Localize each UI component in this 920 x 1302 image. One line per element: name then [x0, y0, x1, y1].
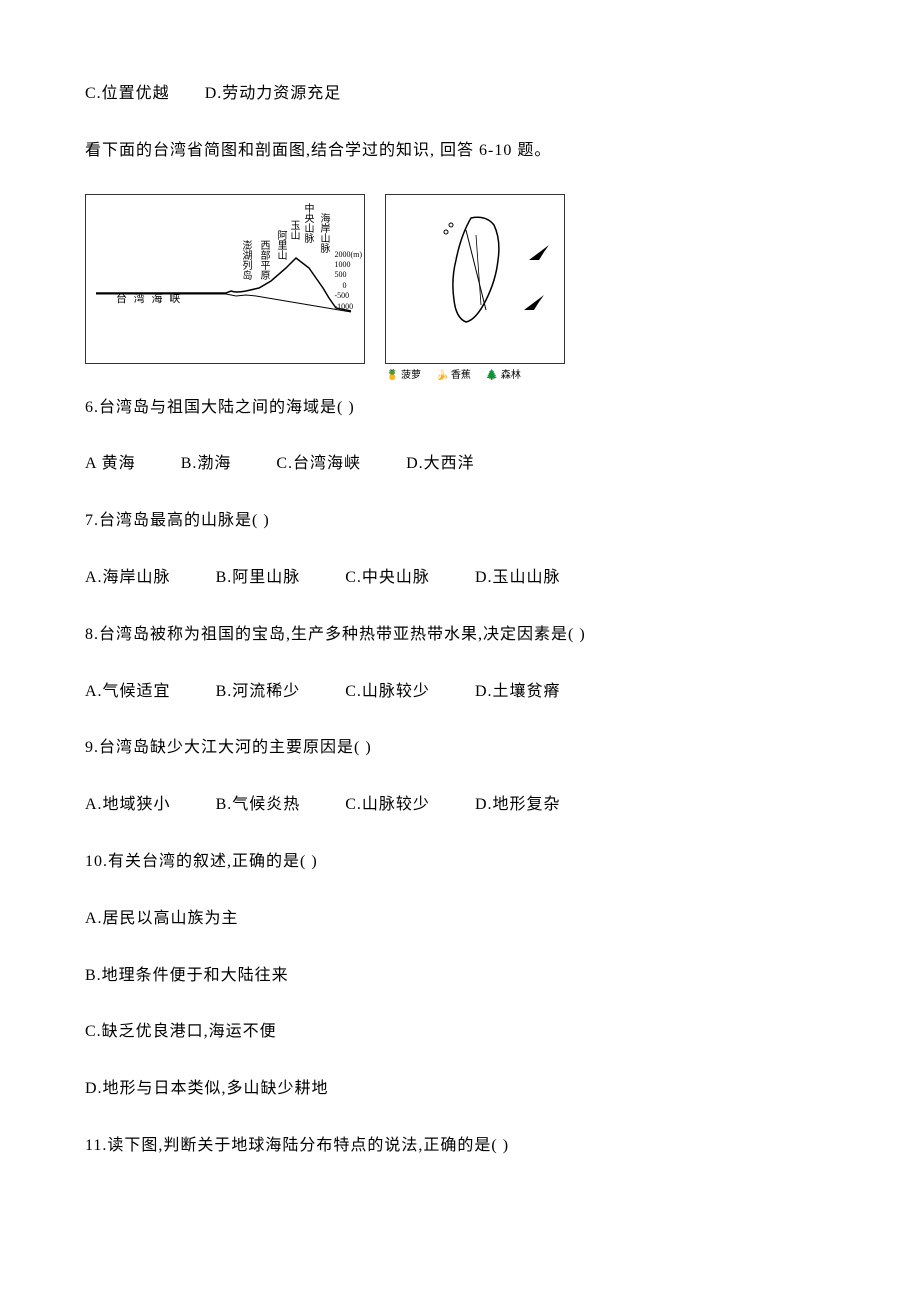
q7-opt-d: D.玉山山脉 — [475, 564, 561, 593]
q10-opt-b: B.地理条件便于和大陆往来 — [85, 962, 835, 991]
profile-figure: 澎湖列岛 西部平原 阿里山 玉山 中央山脉 海岸山脉 台 湾 海 峡 2000(… — [85, 194, 365, 364]
q11-text: 11.读下图,判断关于地球海陆分布特点的说法,正确的是( ) — [85, 1132, 835, 1161]
haian-label: 海岸山脉 — [314, 213, 332, 253]
option-d: D.劳动力资源充足 — [205, 80, 342, 109]
q6-opt-c: C.台湾海峡 — [276, 450, 361, 479]
q9-opt-c: C.山脉较少 — [345, 791, 430, 820]
q6-opt-a: A 黄海 — [85, 450, 136, 479]
q9-opt-a: A.地域狭小 — [85, 791, 171, 820]
q6-opt-b: B.渤海 — [181, 450, 232, 479]
q7-opt-c: C.中央山脉 — [345, 564, 430, 593]
q6-text: 6.台湾岛与祖国大陆之间的海域是( ) — [85, 394, 835, 423]
q10-text: 10.有关台湾的叙述,正确的是( ) — [85, 848, 835, 877]
prev-question-options: C.位置优越 D.劳动力资源充足 — [85, 80, 835, 109]
instruction-text: 看下面的台湾省简图和剖面图,结合学过的知识, 回答 6-10 题。 — [85, 137, 835, 166]
map-figure: 🍍 菠萝 🍌 香蕉 🌲 森林 — [385, 194, 565, 364]
q9-opt-b: B.气候炎热 — [216, 791, 301, 820]
q9-text: 9.台湾岛缺少大江大河的主要原因是( ) — [85, 734, 835, 763]
q7-options: A.海岸山脉 B.阿里山脉 C.中央山脉 D.玉山山脉 — [85, 564, 835, 593]
legend-boluo: 🍍 菠萝 — [386, 367, 421, 385]
q9-options: A.地域狭小 B.气候炎热 C.山脉较少 D.地形复杂 — [85, 791, 835, 820]
arrow-icon-right — [524, 240, 554, 265]
q8-options: A.气候适宜 B.河流稀少 C.山脉较少 D.土壤贫瘠 — [85, 678, 835, 707]
elevation-scale: 2000(m) 1000 500 0 -500 -1000 — [334, 250, 362, 312]
q8-opt-d: D.土壤贫瘠 — [475, 678, 561, 707]
q6-opt-d: D.大西洋 — [406, 450, 475, 479]
profile-svg — [91, 253, 361, 313]
option-c: C.位置优越 — [85, 80, 170, 109]
figure-container: 澎湖列岛 西部平原 阿里山 玉山 中央山脉 海岸山脉 台 湾 海 峡 2000(… — [85, 194, 835, 364]
legend-xiangjiao: 🍌 香蕉 — [436, 367, 471, 385]
q9-opt-d: D.地形复杂 — [475, 791, 561, 820]
q8-opt-c: C.山脉较少 — [345, 678, 430, 707]
q7-opt-b: B.阿里山脉 — [216, 564, 301, 593]
q10-opt-a: A.居民以高山族为主 — [85, 905, 835, 934]
q8-text: 8.台湾岛被称为祖国的宝岛,生产多种热带亚热带水果,决定因素是( ) — [85, 621, 835, 650]
q7-opt-a: A.海岸山脉 — [85, 564, 171, 593]
arrow-icon-bottom — [519, 290, 549, 315]
q6-options: A 黄海 B.渤海 C.台湾海峡 D.大西洋 — [85, 450, 835, 479]
q8-opt-a: A.气候适宜 — [85, 678, 171, 707]
legend-senlin: 🌲 森林 — [486, 367, 521, 385]
map-legend: 🍍 菠萝 🍌 香蕉 🌲 森林 — [386, 367, 521, 385]
q8-opt-b: B.河流稀少 — [216, 678, 301, 707]
q10-opt-c: C.缺乏优良港口,海运不便 — [85, 1018, 835, 1047]
q7-text: 7.台湾岛最高的山脉是( ) — [85, 507, 835, 536]
taiwan-map-svg — [436, 210, 516, 330]
q10-opt-d: D.地形与日本类似,多山缺少耕地 — [85, 1075, 835, 1104]
